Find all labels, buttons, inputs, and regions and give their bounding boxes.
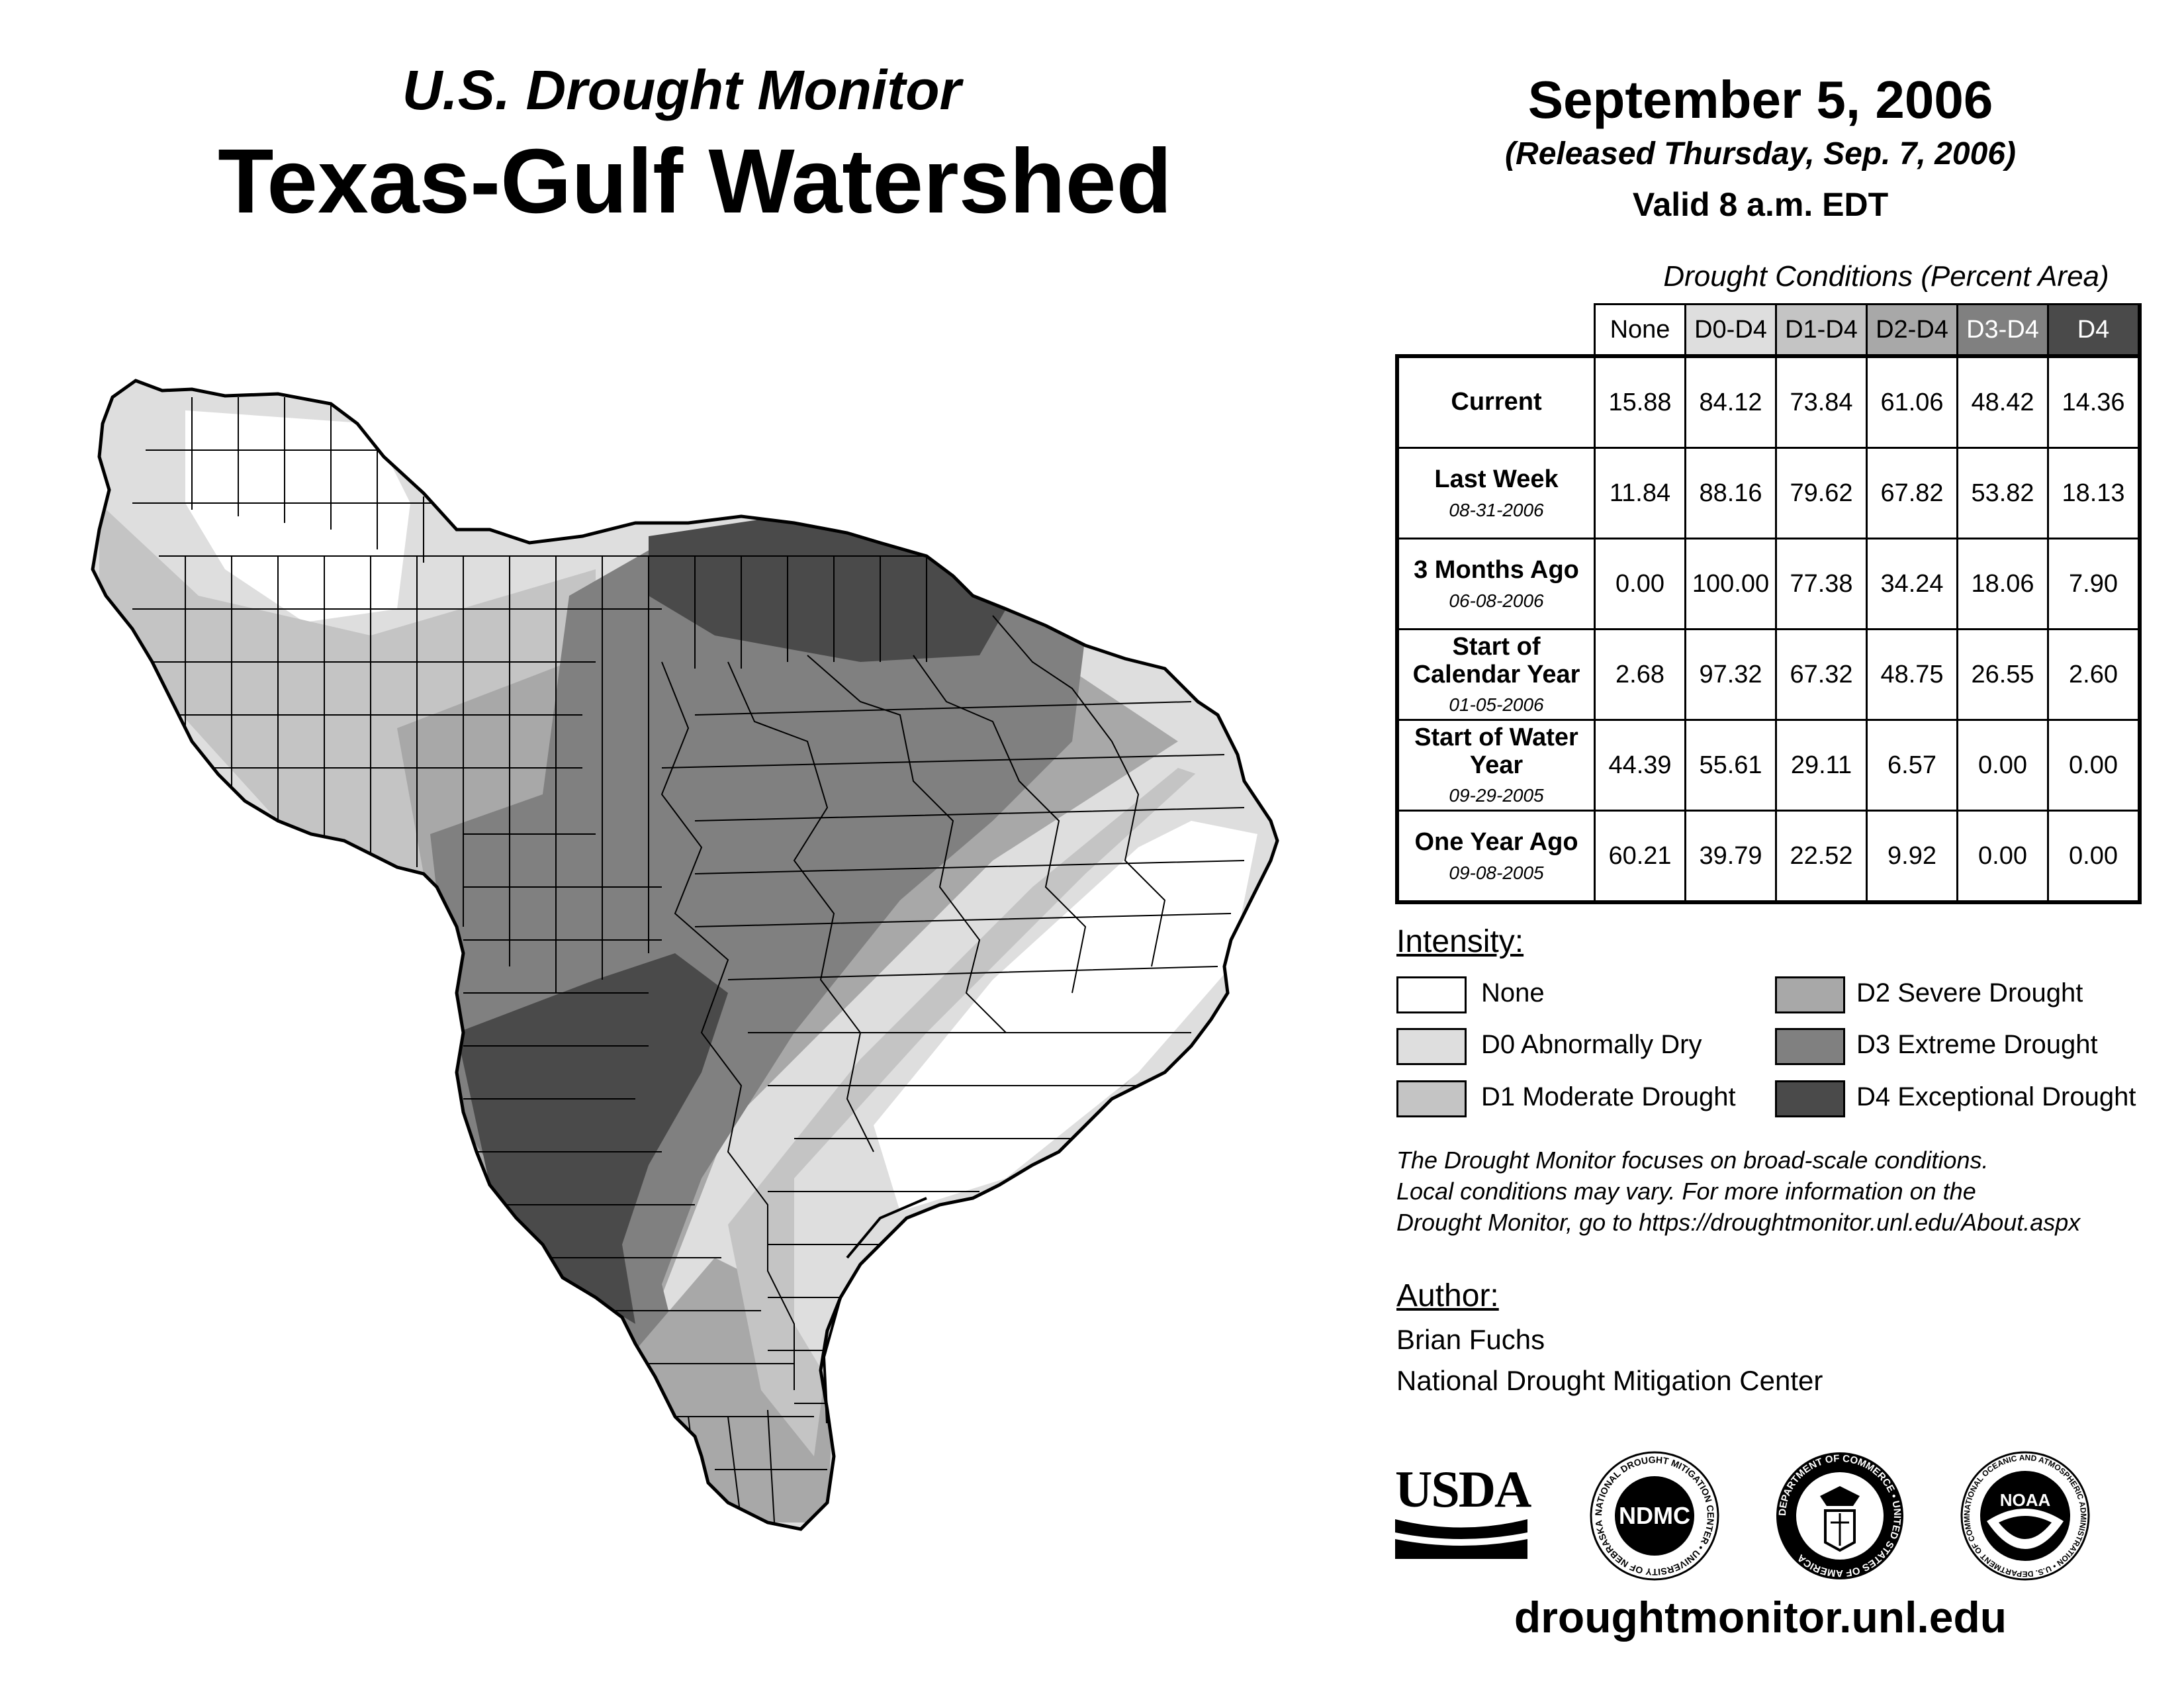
table-cell: 18.13 [2047,447,2142,539]
table-row: 3 Months Ago 06-08-2006 0.00 100.00 77.38… [1395,538,2142,630]
legend-label-d3: D3 Extreme Drought [1856,1030,2098,1059]
usda-logo: USDA [1395,1463,1531,1562]
table-cell: 2.60 [2047,628,2142,721]
table-row: Start of Water Year 09-29-2005 44.39 55.6… [1395,719,2142,812]
svg-text:NOAA: NOAA [2000,1490,2051,1510]
legend-label-none: None [1481,978,1545,1008]
row-date: 08-31-2006 [1449,499,1544,520]
row-label: Start of Water Year 09-29-2005 [1395,719,1596,812]
legend-label-d4: D4 Exceptional Drought [1856,1082,2136,1111]
table-cell: 48.75 [1866,628,1958,721]
table-cell: 9.92 [1866,810,1958,904]
col-d4: D4 [2047,303,2142,357]
table-cell: 67.82 [1866,447,1958,539]
table-cell: 34.24 [1866,538,1958,630]
row-date: 06-08-2006 [1449,590,1544,611]
legend-label-d0: D0 Abnormally Dry [1481,1030,1702,1059]
table-cell: 67.32 [1775,628,1868,721]
table-cell: 79.62 [1775,447,1868,539]
table-cell: 60.21 [1594,810,1686,904]
table-cell: 73.84 [1775,354,1868,449]
table-cell: 97.32 [1684,628,1777,721]
table-cell: 53.82 [1956,447,2049,539]
footer-url[interactable]: droughtmonitor.unl.edu [1514,1593,2007,1642]
col-d0-d4: D0-D4 [1684,303,1777,357]
row-label: Current [1395,354,1596,449]
table-cell: 55.61 [1684,719,1777,812]
legend-swatch-d4 [1775,1080,1845,1117]
legend-swatch-d0 [1396,1028,1467,1065]
table-cell: 18.06 [1956,538,2049,630]
watershed-map [91,379,1279,1531]
author-heading: Author: [1396,1278,1499,1313]
row-date: 09-29-2005 [1449,785,1544,806]
doc-seal-logo: DEPARTMENT OF COMMERCE • UNITED STATES O… [1776,1452,1903,1579]
noaa-logo: NATIONAL OCEANIC AND ATMOSPHERIC ADMINIS… [1959,1450,2090,1581]
col-d2-d4: D2-D4 [1866,303,1958,357]
col-none: None [1594,303,1686,357]
table-cell: 29.11 [1775,719,1868,812]
intensity-heading: Intensity: [1396,924,1524,959]
table-cell: 26.55 [1956,628,2049,721]
map-title: Texas-Gulf Watershed [218,130,1172,232]
legend-swatch-d3 [1775,1028,1845,1065]
row-date: 09-08-2005 [1449,862,1544,883]
table-cell: 6.57 [1866,719,1958,812]
svg-text:NDMC: NDMC [1619,1502,1690,1529]
author-org: National Drought Mitigation Center [1396,1365,1823,1396]
legend-label-d1: D1 Moderate Drought [1481,1082,1736,1111]
table-cell: 77.38 [1775,538,1868,630]
author-name: Brian Fuchs [1396,1324,1545,1355]
legend-swatch-d2 [1775,976,1845,1013]
table-cell: 14.36 [2047,354,2142,449]
row-date: 01-05-2006 [1449,694,1544,716]
table-cell: 84.12 [1684,354,1777,449]
table-cell: 2.68 [1594,628,1686,721]
drought-conditions-table: None D0-D4 D1-D4 D2-D4 D3-D4 D4 Current … [1395,303,2142,904]
row-label: Last Week 08-31-2006 [1395,447,1596,539]
table-row: Start of Calendar Year 01-05-2006 2.68 97… [1395,628,2142,721]
release-date: (Released Thursday, Sep. 7, 2006) [1505,136,2016,171]
row-label: Start of Calendar Year 01-05-2006 [1395,628,1596,721]
table-cell: 0.00 [2047,810,2142,904]
table-cell: 39.79 [1684,810,1777,904]
table-cell: 88.16 [1684,447,1777,539]
map-date: September 5, 2006 [1527,70,1993,129]
watershed-boundary [91,379,1279,1531]
table-cell: 100.00 [1684,538,1777,630]
table-row: Current 15.88 84.12 73.84 61.06 48.42 14… [1395,354,2142,449]
table-cell: 0.00 [1956,810,2049,904]
ndmc-logo: NATIONAL DROUGHT MITIGATION CENTER • UNI… [1590,1451,1719,1581]
legend-swatch-none [1396,976,1467,1013]
table-cell: 7.90 [2047,538,2142,630]
disclaimer-note: The Drought Monitor focuses on broad-sca… [1396,1147,2081,1236]
table-header-row: None D0-D4 D1-D4 D2-D4 D3-D4 D4 [1397,303,2142,358]
table-cell: 22.52 [1775,810,1868,904]
table-cell: 0.00 [1956,719,2049,812]
row-label: One Year Ago 09-08-2005 [1395,810,1596,904]
table-row: One Year Ago 09-08-2005 60.21 39.79 22.52… [1395,810,2142,904]
row-label: 3 Months Ago 06-08-2006 [1395,538,1596,630]
table-cell: 61.06 [1866,354,1958,449]
table-cell: 15.88 [1594,354,1686,449]
col-d1-d4: D1-D4 [1775,303,1868,357]
legend-label-d2: D2 Severe Drought [1856,978,2083,1008]
table-caption: Drought Conditions (Percent Area) [1663,260,2109,293]
table-row: Last Week 08-31-2006 11.84 88.16 79.62 67… [1395,447,2142,539]
valid-time: Valid 8 a.m. EDT [1632,186,1889,223]
col-d3-d4: D3-D4 [1956,303,2049,357]
table-cell: 0.00 [1594,538,1686,630]
table-cell: 11.84 [1594,447,1686,539]
table-cell: 48.42 [1956,354,2049,449]
map-subtitle: U.S. Drought Monitor [402,59,962,121]
table-cell: 44.39 [1594,719,1686,812]
table-cell: 0.00 [2047,719,2142,812]
legend-swatch-d1 [1396,1080,1467,1117]
